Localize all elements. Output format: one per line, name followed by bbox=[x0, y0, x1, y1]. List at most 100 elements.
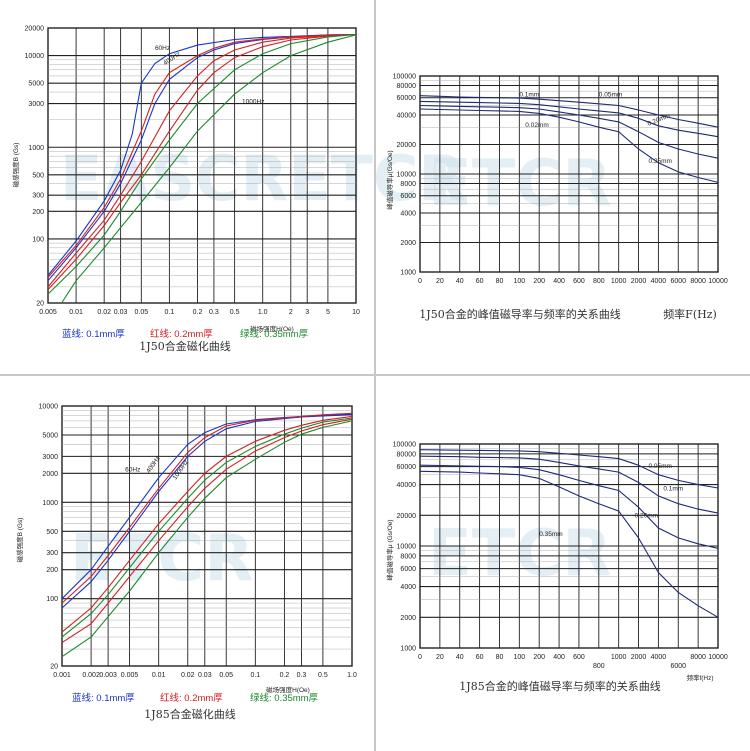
x-tick-label: 0 bbox=[418, 278, 422, 285]
x-tick-label: 60 bbox=[476, 654, 484, 661]
series-line-5 bbox=[47, 33, 357, 290]
x-tick-label: 40 bbox=[456, 278, 464, 285]
x-tick-label: 6000 bbox=[670, 663, 686, 670]
x-tick-label: 20 bbox=[436, 654, 444, 661]
x-tick-label: 800 bbox=[593, 663, 605, 670]
y-tick-label: 5000 bbox=[28, 81, 44, 88]
x-tick-label: 6000 bbox=[670, 278, 686, 285]
y-axis-label: 峰值磁导率μ (Gs/Oe) bbox=[385, 519, 394, 580]
y-tick-label: 10000 bbox=[25, 53, 45, 60]
x-tick-label: 0 bbox=[418, 654, 422, 661]
panel-1j85-permeability bbox=[376, 376, 750, 751]
y-tick-label: 300 bbox=[46, 550, 58, 557]
x-tick-label: 0.03 bbox=[114, 309, 128, 316]
x-tick-label: 0.5 bbox=[318, 672, 328, 679]
x-tick-label: 100 bbox=[513, 278, 525, 285]
x-tick-label: 80 bbox=[496, 654, 504, 661]
curve-annotation: 0.05mm bbox=[599, 91, 622, 98]
curve-annotation: 60Hz bbox=[155, 45, 170, 52]
chart-caption: 1J85合金的峰值磁导率与频率的关系曲线 bbox=[459, 679, 660, 693]
series-line-6 bbox=[61, 417, 353, 638]
horizontal-divider bbox=[0, 374, 750, 376]
y-tick-label: 200 bbox=[32, 209, 44, 216]
y-tick-label: 6000 bbox=[400, 193, 416, 200]
x-tick-label: 5 bbox=[326, 309, 330, 316]
series-line-3 bbox=[47, 33, 357, 278]
x-tick-label: 40 bbox=[456, 654, 464, 661]
x-tick-label: 2000 bbox=[631, 278, 647, 285]
y-tick-label: 5000 bbox=[42, 432, 58, 439]
x-tick-label: 0.05 bbox=[219, 672, 233, 679]
y-axis-label: 磁感强度B (Gs) bbox=[15, 518, 24, 563]
y-tick-label: 500 bbox=[32, 172, 44, 179]
series-line-3 bbox=[419, 104, 719, 159]
curve-annotation: 1000Hz bbox=[242, 99, 264, 106]
y-tick-label: 200 bbox=[46, 567, 58, 574]
y-tick-label: 10000 bbox=[397, 172, 417, 179]
x-tick-label: 10000 bbox=[708, 278, 728, 285]
curve-annotation: 0.35mm bbox=[648, 158, 671, 165]
chart-caption-unit: 频率F(Hz) bbox=[663, 307, 717, 321]
x-tick-label: 0.05 bbox=[134, 309, 148, 316]
y-tick-label: 10000 bbox=[397, 544, 417, 551]
curve-annotation: 60Hz bbox=[125, 466, 140, 473]
series-line-1 bbox=[47, 33, 357, 276]
x-tick-label: 2 bbox=[289, 309, 293, 316]
y-tick-label: 3000 bbox=[28, 101, 44, 108]
curve-annotation: 0.35mm bbox=[539, 531, 562, 538]
x-axis-label: 磁场强度H(Oe) bbox=[250, 324, 294, 333]
series-line-3 bbox=[61, 412, 353, 604]
y-tick-label: 60000 bbox=[397, 95, 417, 102]
y-tick-label: 1000 bbox=[42, 500, 58, 507]
y-tick-label: 2000 bbox=[42, 471, 58, 478]
y-tick-label: 100 bbox=[46, 596, 58, 603]
y-tick-label: 1000 bbox=[400, 646, 416, 653]
x-tick-label: 0.1 bbox=[165, 309, 175, 316]
series-line-4 bbox=[47, 33, 357, 288]
series-line-4 bbox=[61, 415, 353, 633]
x-tick-label: 0.5 bbox=[230, 309, 240, 316]
panel-1j50-permeability bbox=[376, 0, 750, 374]
curve-annotation: 0.20mm bbox=[635, 513, 658, 520]
series-line-3 bbox=[419, 464, 719, 549]
y-axis-label: 磁感强度B (Gs) bbox=[11, 143, 20, 188]
x-tick-label: 0.01 bbox=[69, 309, 83, 316]
x-tick-label: 0.3 bbox=[297, 672, 307, 679]
legend-entry: 蓝线: 0.1mm厚 bbox=[72, 692, 135, 704]
y-tick-label: 2000 bbox=[400, 240, 416, 247]
series-line-7 bbox=[61, 420, 353, 658]
y-tick-label: 80000 bbox=[397, 451, 417, 458]
x-tick-label: 400 bbox=[553, 278, 565, 285]
y-tick-label: 2000 bbox=[400, 615, 416, 622]
x-tick-label: 1.0 bbox=[258, 309, 268, 316]
y-tick-label: 10000 bbox=[39, 404, 59, 411]
y-tick-label: 20000 bbox=[397, 513, 417, 520]
series-line-1 bbox=[419, 95, 719, 128]
x-tick-label: 800 bbox=[593, 278, 605, 285]
y-tick-label: 100000 bbox=[393, 74, 416, 81]
x-tick-label: 8000 bbox=[690, 654, 706, 661]
y-tick-label: 20 bbox=[50, 664, 58, 671]
x-tick-label: 0.01 bbox=[152, 672, 166, 679]
curve-annotation: 0.1mm bbox=[519, 91, 539, 98]
y-tick-label: 60000 bbox=[397, 464, 417, 471]
x-tick-label: 0.001 bbox=[53, 672, 71, 679]
x-tick-label: 0.005 bbox=[121, 672, 139, 679]
curve-annotation: 400Hz bbox=[145, 455, 162, 474]
x-tick-label: 1.0 bbox=[347, 672, 357, 679]
legend-entry: 红线: 0.2mm厚 bbox=[150, 328, 213, 340]
series-line-6 bbox=[47, 33, 357, 295]
y-tick-label: 500 bbox=[46, 529, 58, 536]
series-line-7 bbox=[61, 34, 357, 304]
x-tick-label: 200 bbox=[533, 654, 545, 661]
x-tick-label: 0.003 bbox=[99, 672, 117, 679]
x-tick-label: 0.002 bbox=[82, 672, 100, 679]
legend-entry: 绿线: 0.35mm厚 bbox=[240, 328, 309, 340]
x-tick-label: 200 bbox=[533, 278, 545, 285]
y-tick-label: 3000 bbox=[42, 454, 58, 461]
x-tick-label: 1000 bbox=[611, 654, 627, 661]
curve-annotation: 0.02mm bbox=[525, 122, 548, 129]
